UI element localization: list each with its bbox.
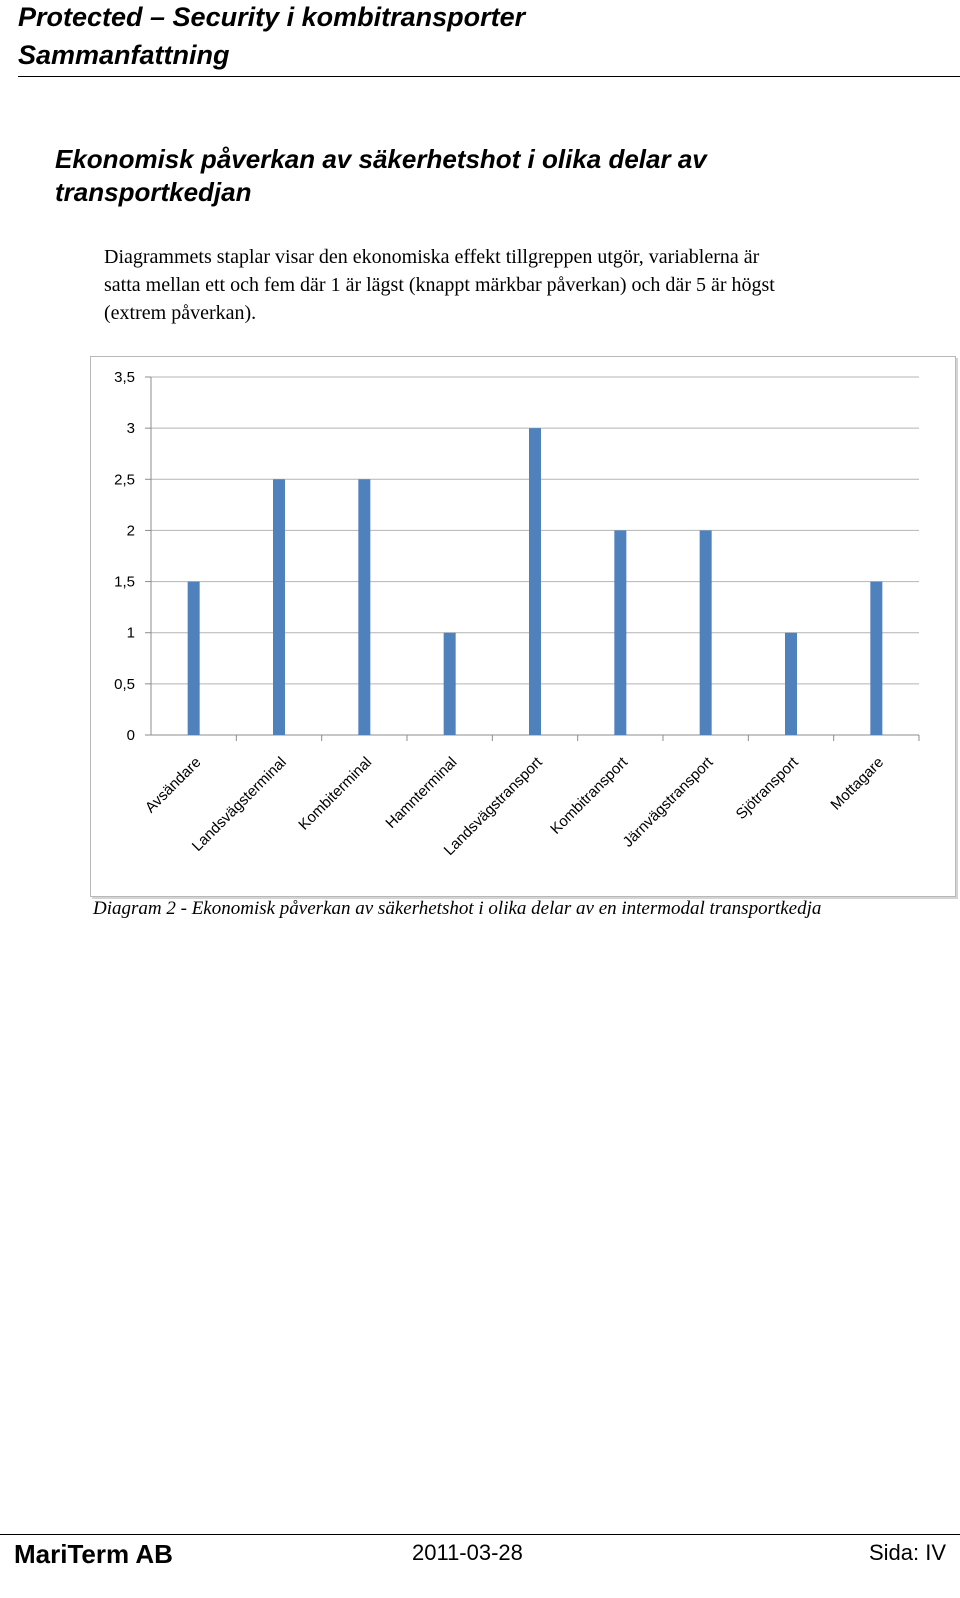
document-header-title: Protected – Security i kombitransporter [18, 2, 526, 32]
bar-chart-frame: 0 0,5 1 1,5 2 2,5 3 3,5 Avsändare Landsvägstermi… [90, 356, 956, 897]
x-category-label: Järnvägstransport [620, 753, 718, 851]
body-line: satta mellan ett och fem där 1 är lägst … [104, 274, 775, 296]
y-tick-label: 2,5 [114, 471, 135, 488]
x-category-label: Mottagare [827, 754, 887, 814]
section-heading: Ekonomisk påverkan av säkerhetshot i oli… [55, 144, 707, 207]
y-tick-label: 2 [127, 522, 135, 539]
y-tick-label: 0 [127, 727, 135, 744]
x-category-label: Sjötransport [733, 753, 803, 823]
x-category-label: Kombitransport [547, 753, 632, 838]
x-category-label: Hamnterminal [382, 754, 460, 832]
body-paragraph: Diagrammets staplar visar den ekonomiska… [104, 243, 960, 327]
bar-4 [529, 428, 541, 735]
footer-date: 2011-03-28 [412, 1540, 523, 1565]
bar-chart: 0 0,5 1 1,5 2 2,5 3 3,5 AvsändareLandsvägstermi… [114, 369, 920, 859]
document-header-subtitle: Sammanfattning [18, 40, 230, 70]
body-line: Diagrammets staplar visar den ekonomiska… [104, 246, 760, 268]
bar-3 [443, 632, 456, 735]
x-category-label: Kombiterminal [295, 754, 375, 834]
header-divider [18, 76, 960, 77]
x-category-label: Landsvägsterminal [189, 754, 290, 855]
y-tick-label: 1 [127, 625, 135, 642]
chart-y-axis: 0 0,5 1 1,5 2 2,5 3 3,5 [114, 369, 135, 744]
chart-bars [187, 428, 883, 735]
body-line: (extrem påverkan). [104, 302, 257, 324]
x-category-label: Avsändare [142, 754, 205, 817]
y-tick-label: 3 [127, 420, 135, 437]
bar-5 [614, 530, 627, 735]
y-tick-label: 0,5 [114, 676, 135, 693]
bar-1 [273, 479, 285, 735]
y-tick-label: 3,5 [114, 369, 135, 386]
footer-divider [0, 1534, 960, 1535]
bar-2 [358, 479, 371, 735]
bar-7 [785, 632, 797, 735]
figure-caption: Diagram 2 - Ekonomisk påverkan av säkerh… [93, 898, 822, 919]
bar-6 [699, 530, 712, 735]
footer-page-number: Sida: IV [868, 1540, 946, 1565]
bar-0 [187, 581, 200, 735]
bar-8 [870, 581, 883, 735]
footer-company: MariTerm AB [14, 1539, 173, 1569]
y-tick-label: 1,5 [114, 574, 135, 591]
